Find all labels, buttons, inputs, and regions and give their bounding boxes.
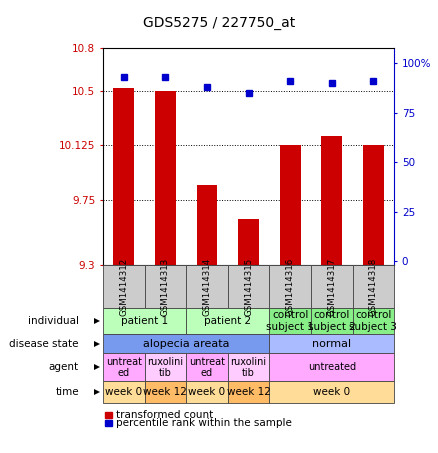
Text: GSM1414313: GSM1414313 xyxy=(161,257,170,316)
Text: untreat
ed: untreat ed xyxy=(106,357,142,378)
Text: individual: individual xyxy=(28,316,79,326)
Text: week 12: week 12 xyxy=(143,387,187,397)
Bar xyxy=(280,145,300,265)
Text: control
subject 2: control subject 2 xyxy=(308,310,356,332)
Text: GSM1414318: GSM1414318 xyxy=(369,257,378,316)
Bar xyxy=(113,88,134,265)
Bar xyxy=(238,219,259,265)
Text: disease state: disease state xyxy=(9,339,79,349)
Bar xyxy=(321,136,342,265)
Text: normal: normal xyxy=(312,339,351,349)
Text: week 0: week 0 xyxy=(313,387,350,397)
Text: GSM1414314: GSM1414314 xyxy=(202,257,212,316)
Bar xyxy=(197,185,217,265)
Text: untreated: untreated xyxy=(308,362,356,372)
Text: patient 1: patient 1 xyxy=(121,316,168,326)
Text: GSM1414316: GSM1414316 xyxy=(286,257,295,316)
Text: patient 2: patient 2 xyxy=(204,316,251,326)
Text: week 0: week 0 xyxy=(188,387,226,397)
Text: GSM1414317: GSM1414317 xyxy=(327,257,336,316)
Text: GSM1414315: GSM1414315 xyxy=(244,257,253,316)
Bar xyxy=(155,91,176,265)
Text: untreat
ed: untreat ed xyxy=(189,357,225,378)
Text: week 12: week 12 xyxy=(226,387,271,397)
Bar xyxy=(363,145,384,265)
Text: GSM1414312: GSM1414312 xyxy=(119,257,128,316)
Text: week 0: week 0 xyxy=(105,387,142,397)
Text: control
subject 1: control subject 1 xyxy=(266,310,314,332)
Text: ruxolini
tib: ruxolini tib xyxy=(147,357,184,378)
Text: percentile rank within the sample: percentile rank within the sample xyxy=(116,418,292,428)
Text: transformed count: transformed count xyxy=(116,410,213,420)
Text: ruxolini
tib: ruxolini tib xyxy=(230,357,267,378)
Text: GDS5275 / 227750_at: GDS5275 / 227750_at xyxy=(143,16,295,30)
Text: time: time xyxy=(55,387,79,397)
Text: agent: agent xyxy=(49,362,79,372)
Text: control
subject 3: control subject 3 xyxy=(350,310,397,332)
Text: alopecia areata: alopecia areata xyxy=(143,339,230,349)
